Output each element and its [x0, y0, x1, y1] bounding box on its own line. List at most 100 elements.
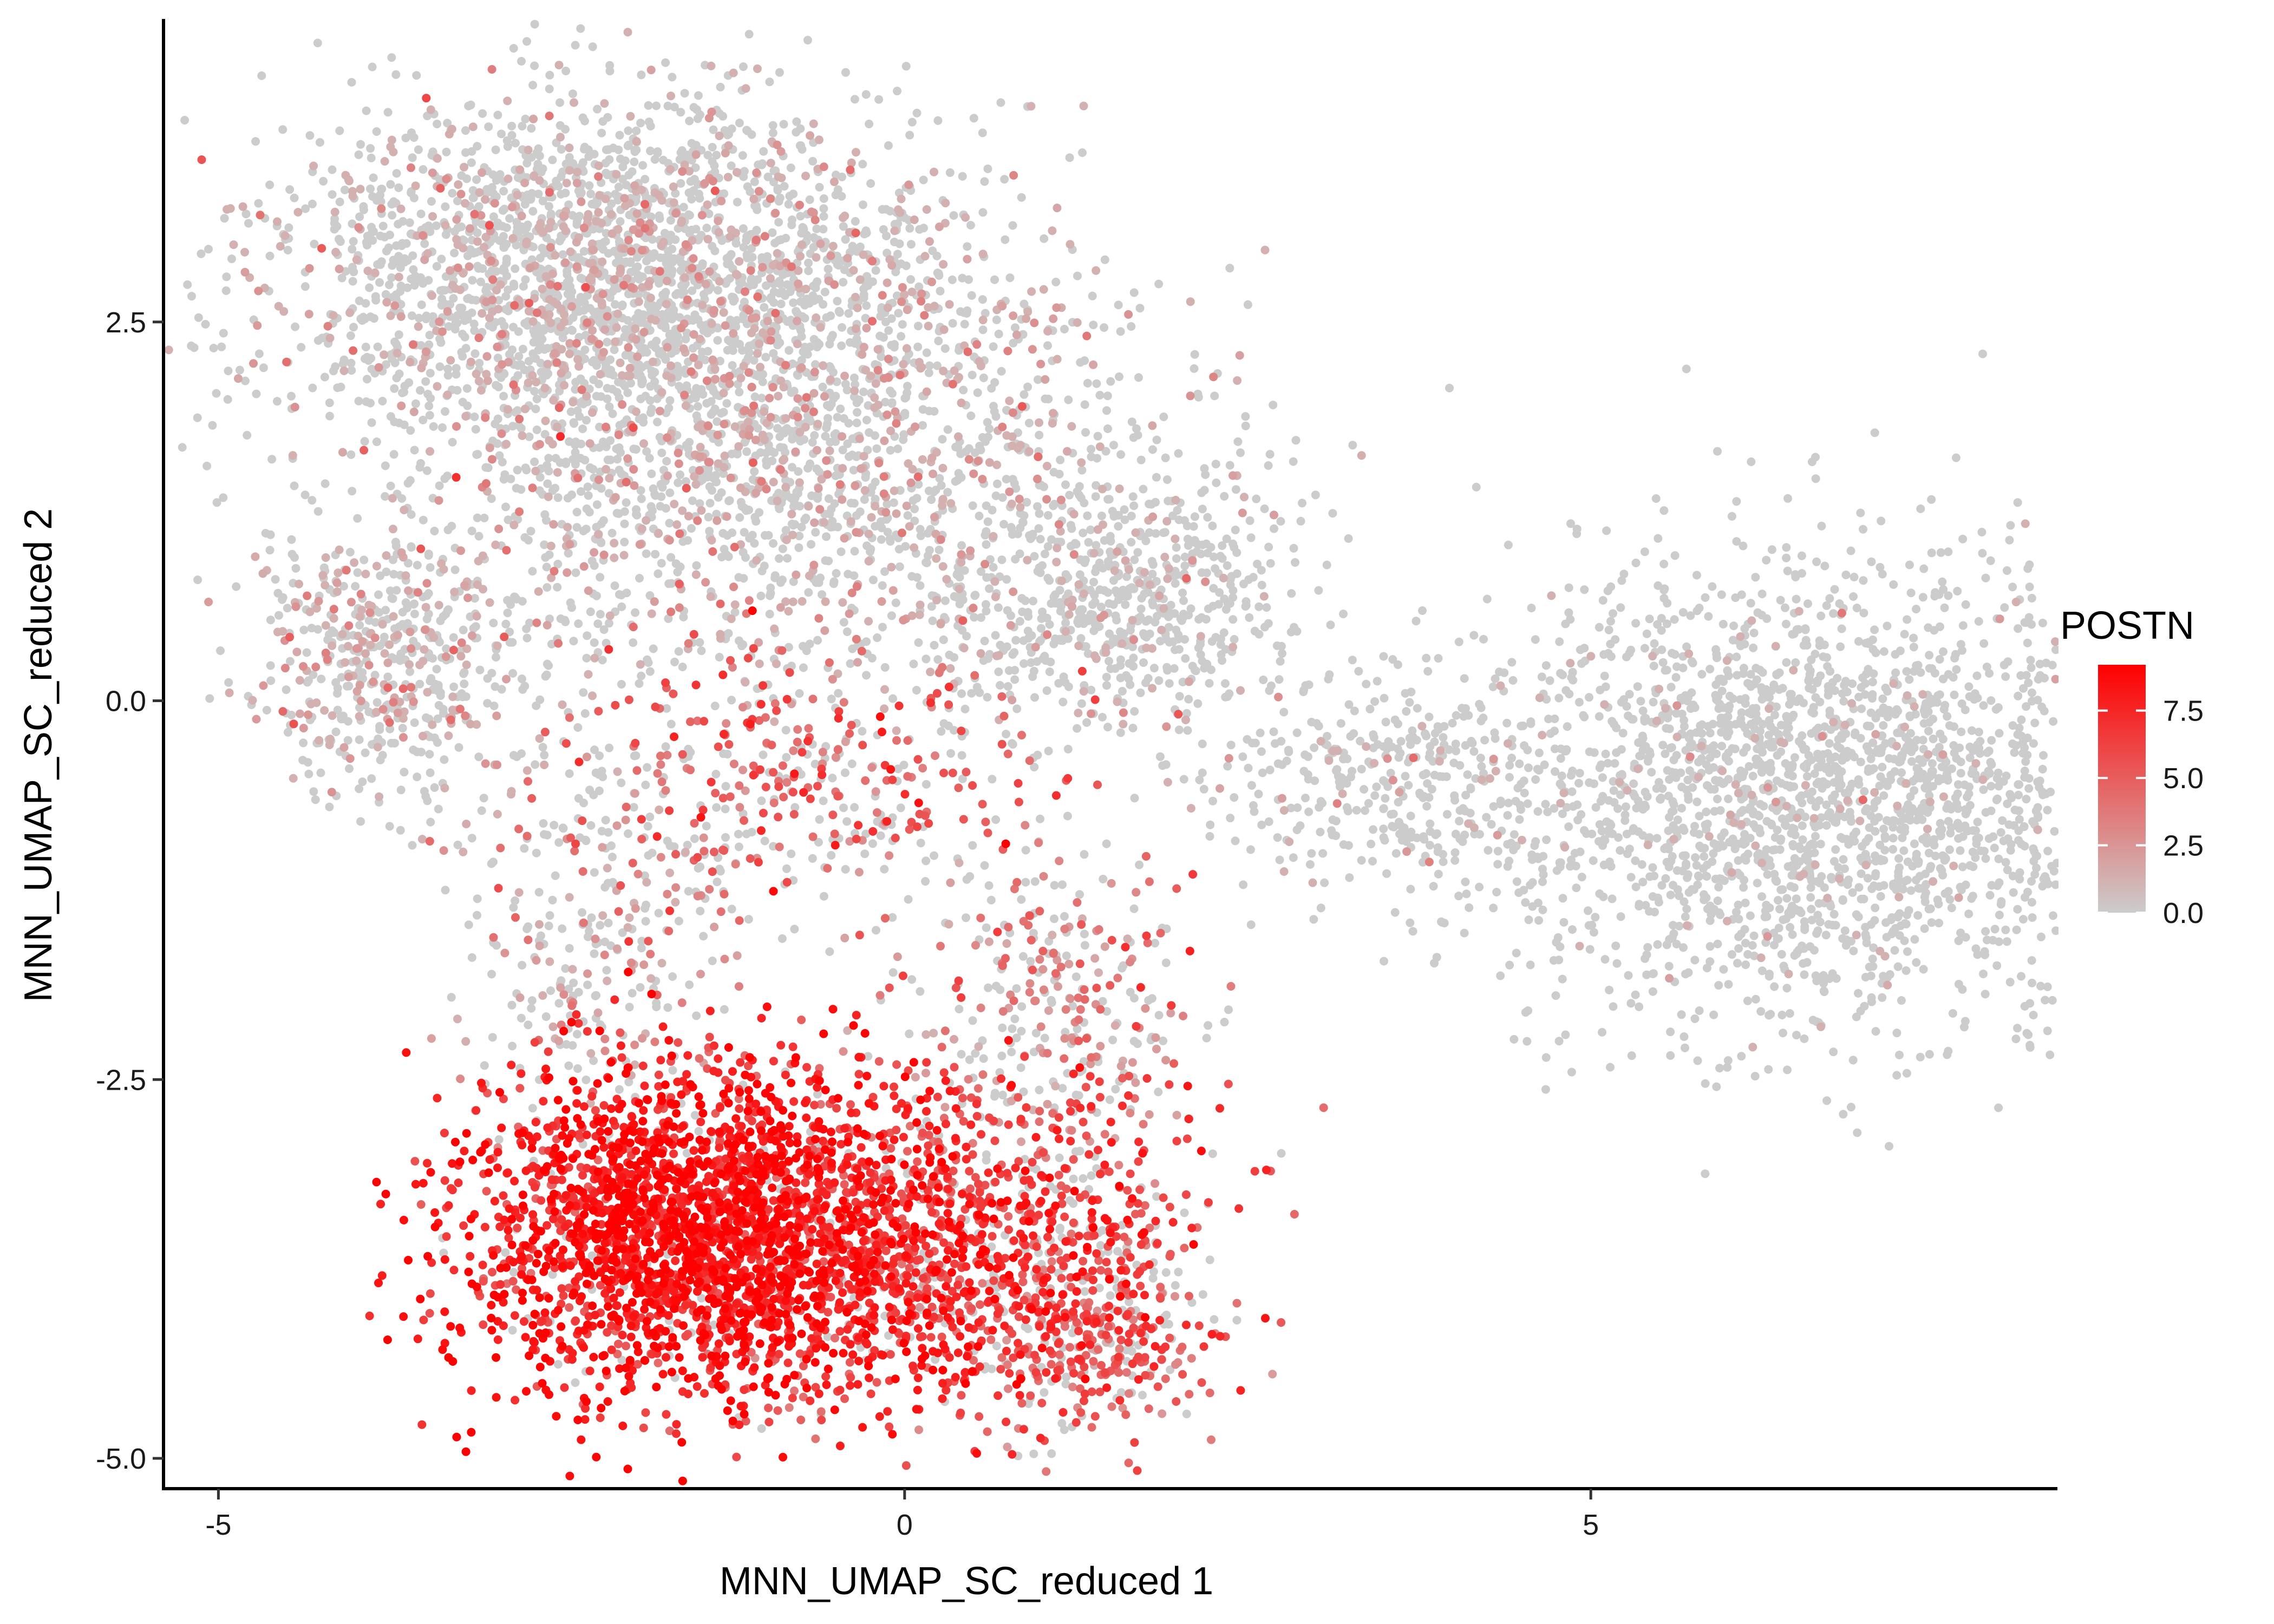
cell-point [320, 372, 329, 382]
cell-point [782, 280, 792, 289]
cell-point [1507, 754, 1516, 763]
cell-point [545, 911, 554, 920]
cell-point [450, 227, 459, 236]
cell-point [873, 633, 882, 642]
cell-point [586, 607, 595, 617]
cell-point [1081, 614, 1090, 623]
cell-point [647, 366, 656, 376]
cell-point [838, 446, 847, 455]
cell-point [893, 250, 902, 259]
cell-point [585, 384, 594, 394]
cell-point [449, 294, 458, 303]
cell-point [758, 159, 767, 168]
cell-point [422, 466, 432, 475]
cell-point [1195, 775, 1204, 784]
cell-point [1179, 775, 1188, 784]
cell-point [590, 949, 599, 958]
cell-point [693, 114, 702, 123]
cell-point [1316, 828, 1325, 836]
cell-point [540, 830, 549, 839]
cell-point [1011, 636, 1021, 645]
cell-point [1479, 634, 1488, 644]
cell-point [945, 650, 954, 659]
cell-point [735, 388, 744, 397]
cell-point [955, 1005, 964, 1013]
cell-point [1174, 1267, 1183, 1276]
cell-point [624, 171, 633, 180]
cell-point [1276, 657, 1285, 666]
cell-point [1296, 516, 1305, 526]
cell-point [880, 865, 889, 874]
cell-point [1156, 637, 1165, 646]
cell-point [728, 361, 737, 370]
cell-point [487, 859, 496, 868]
cell-point [572, 220, 581, 229]
cell-point [368, 192, 377, 201]
cell-point [378, 221, 388, 231]
cell-point [526, 527, 535, 536]
cell-point [1077, 466, 1087, 475]
cell-point [657, 559, 666, 568]
cell-point [406, 426, 415, 435]
cell-point [1043, 511, 1053, 520]
cell-point [517, 485, 526, 494]
cell-point [850, 95, 859, 104]
cell-point [808, 854, 817, 863]
cell-point [1298, 499, 1306, 508]
cell-point [385, 822, 394, 831]
cell-point [674, 369, 683, 378]
cell-point [982, 501, 991, 510]
cell-point [575, 412, 584, 421]
cell-point [337, 273, 347, 283]
cell-point [212, 389, 221, 398]
cell-point [278, 593, 287, 602]
cell-point [615, 130, 624, 140]
cell-point [361, 343, 370, 351]
cell-point [983, 418, 992, 427]
cell-point [1322, 560, 1331, 569]
cell-point [1144, 996, 1153, 1005]
cell-point [649, 301, 658, 310]
cell-point [637, 494, 646, 503]
cell-point [992, 315, 1001, 324]
cell-point [580, 145, 589, 154]
cell-point [877, 535, 886, 544]
cell-point [1216, 552, 1225, 561]
cell-point [1044, 746, 1053, 756]
cell-point [283, 604, 292, 613]
cell-point [727, 696, 736, 705]
cell-point [1114, 300, 1123, 310]
cell-point [523, 191, 532, 199]
cell-point [1063, 744, 1073, 754]
cell-point [833, 412, 842, 422]
cell-point [862, 637, 871, 646]
cell-point [642, 257, 651, 266]
cell-point [1021, 596, 1030, 605]
cell-point [692, 384, 701, 393]
cell-point [530, 330, 539, 339]
cell-point [1250, 626, 1259, 636]
cell-point [1155, 752, 1165, 761]
cell-point [411, 399, 420, 408]
cell-point [1037, 624, 1045, 633]
cell-point [733, 198, 742, 207]
cell-point [1024, 418, 1034, 428]
cell-point [453, 319, 462, 328]
cell-point [1060, 325, 1069, 333]
cell-point [704, 513, 713, 522]
cell-point [1452, 746, 1460, 756]
cell-point [299, 625, 309, 634]
cell-point [569, 418, 578, 427]
cell-point [1148, 560, 1158, 569]
cell-point [877, 303, 886, 312]
cell-point [1211, 564, 1220, 573]
cell-point [336, 237, 345, 246]
cell-point [319, 563, 329, 572]
cell-point [990, 275, 999, 284]
cell-point [776, 299, 786, 309]
cell-point [553, 1360, 563, 1369]
cell-point [606, 365, 616, 375]
cell-point [251, 137, 260, 146]
cell-point [369, 173, 378, 182]
